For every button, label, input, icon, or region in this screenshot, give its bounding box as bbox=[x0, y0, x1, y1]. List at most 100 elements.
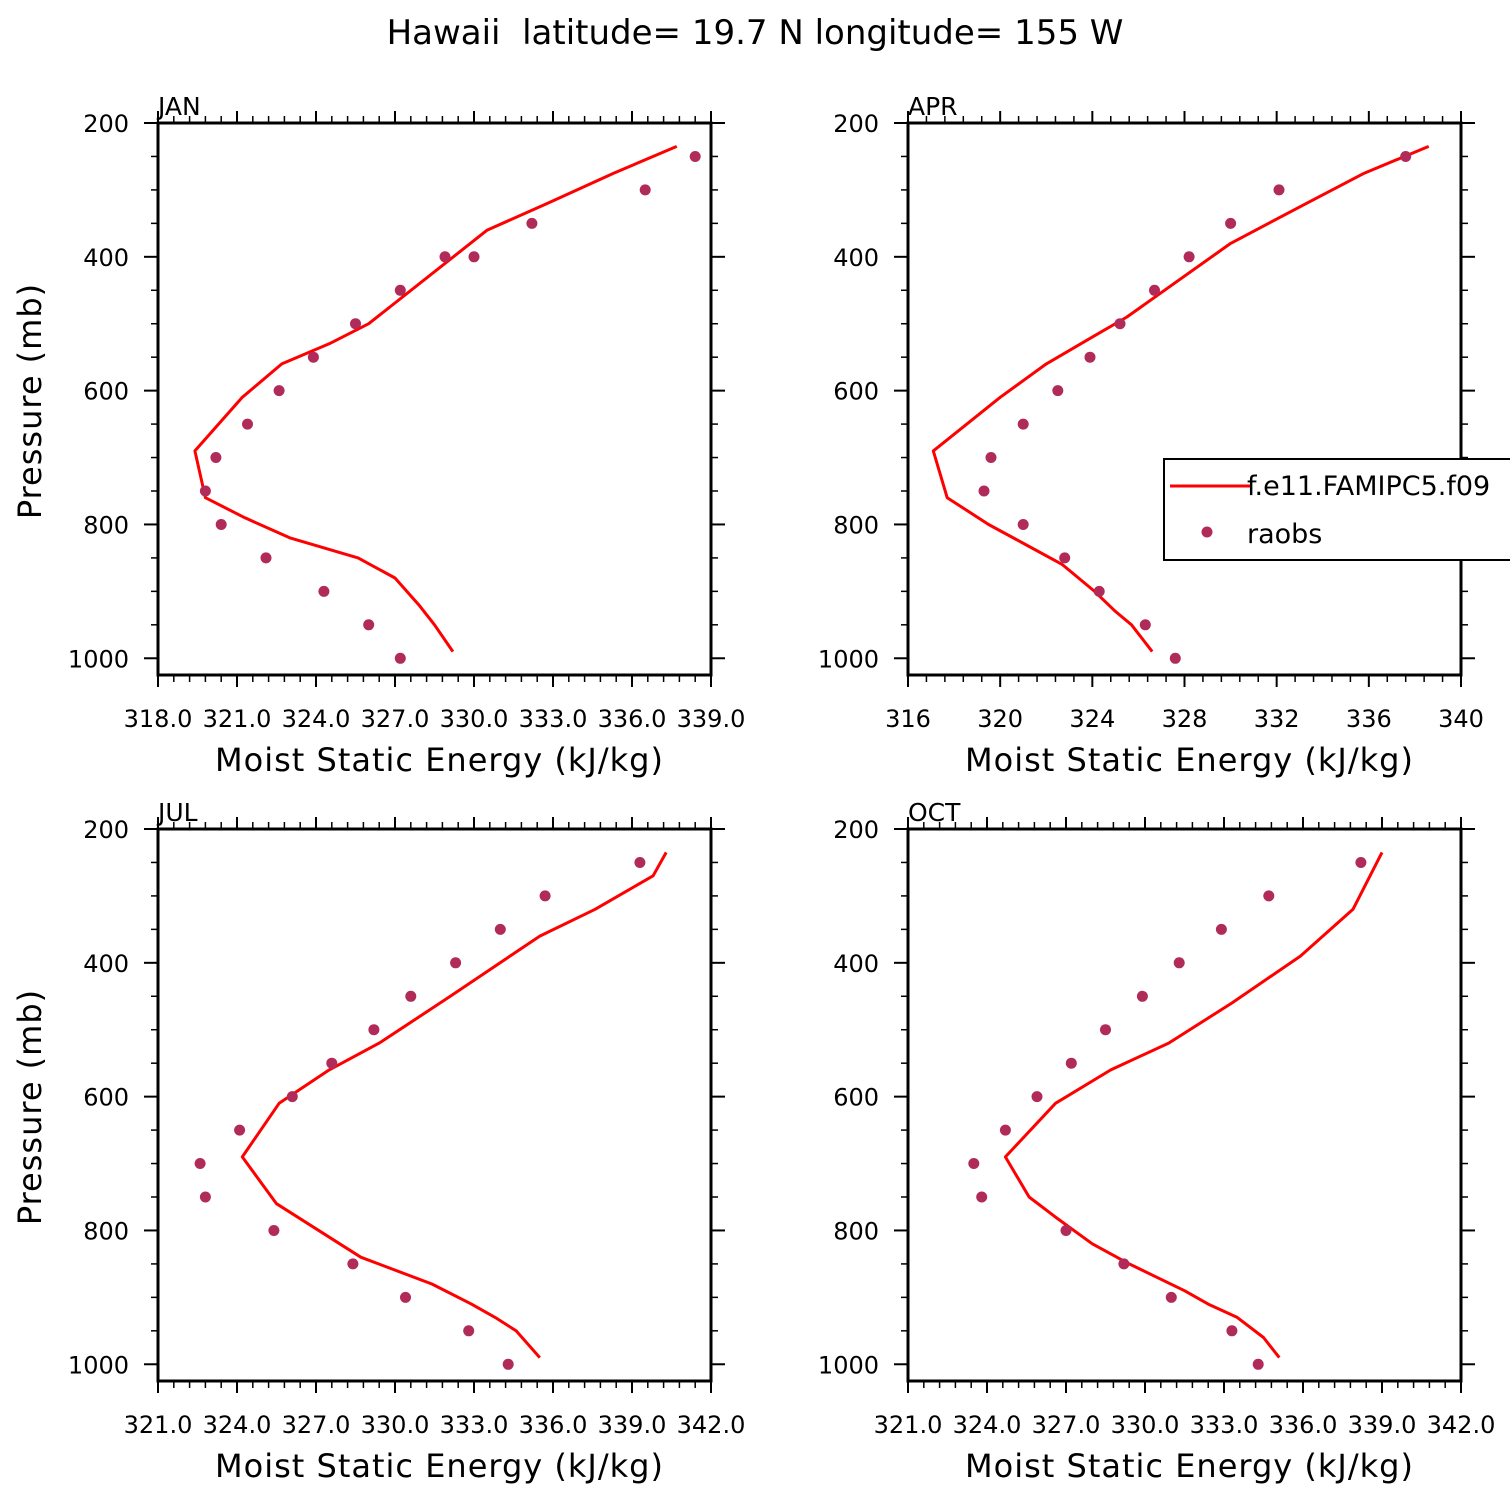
x-tick-label: 333.0 bbox=[519, 705, 588, 733]
raobs-point bbox=[199, 1191, 211, 1203]
y-tick-label: 1000 bbox=[68, 645, 129, 673]
y-tick-label: 600 bbox=[833, 1084, 879, 1112]
y-tick-label: 200 bbox=[83, 816, 129, 844]
raobs-point bbox=[526, 217, 538, 229]
raobs-point bbox=[1017, 519, 1029, 530]
raobs-point bbox=[1169, 652, 1181, 664]
raobs-point bbox=[1093, 585, 1105, 597]
raobs-point bbox=[347, 1258, 359, 1270]
x-tick-label: 327.0 bbox=[1032, 1411, 1101, 1439]
x-tick-label: 330.0 bbox=[361, 1411, 430, 1439]
raobs-point bbox=[1273, 184, 1285, 196]
model-profile-line bbox=[193, 145, 678, 653]
raobs-point bbox=[326, 1057, 338, 1069]
raobs-point bbox=[260, 552, 272, 564]
legend-model-label: f.e11.FAMIPC5.f09 bbox=[1247, 471, 1490, 502]
y-tick-label: 400 bbox=[833, 950, 879, 978]
panel-jan: JAN 318.0 321.0 324.0 327.0 330.0 333.0 336.0 33… bbox=[11, 92, 745, 779]
raobs-point bbox=[307, 351, 319, 363]
x-tick-label: 336 bbox=[1346, 705, 1392, 733]
raobs-point bbox=[1165, 1291, 1177, 1303]
model-profile-line bbox=[1003, 851, 1384, 1359]
y-tick-label: 600 bbox=[83, 1084, 129, 1112]
raobs-point bbox=[1139, 619, 1151, 631]
raobs-point bbox=[1149, 284, 1160, 296]
raobs-point bbox=[1114, 318, 1126, 330]
raobs-point bbox=[1100, 1024, 1111, 1036]
x-tick-label: 342.0 bbox=[677, 1411, 746, 1439]
raobs-point bbox=[639, 184, 651, 196]
y-tick-label: 800 bbox=[833, 511, 879, 539]
raobs-point bbox=[634, 857, 646, 868]
y-axis-label: Pressure (mb) bbox=[11, 989, 49, 1225]
x-tick-label: 339.0 bbox=[1348, 1411, 1417, 1439]
raobs-point bbox=[199, 485, 211, 497]
x-tick-label: 324 bbox=[1069, 705, 1115, 733]
raobs-point bbox=[463, 1325, 475, 1337]
x-tick-label: 321.0 bbox=[124, 1411, 193, 1439]
raobs-point bbox=[1118, 1258, 1130, 1270]
raobs-point bbox=[1065, 1057, 1077, 1069]
raobs-point bbox=[400, 1291, 411, 1303]
legend-box bbox=[1163, 458, 1510, 561]
raobs-point bbox=[286, 1091, 298, 1103]
x-tick-label: 327.0 bbox=[361, 705, 430, 733]
panel-label: APR bbox=[908, 92, 958, 121]
raobs-point bbox=[350, 318, 361, 330]
raobs-point bbox=[1226, 1325, 1238, 1337]
legend-obs-swatch bbox=[1201, 526, 1213, 538]
y-tick-label: 400 bbox=[83, 950, 129, 978]
legend-obs-label: raobs bbox=[1247, 519, 1322, 550]
figure-title: Hawaii latitude= 19.7 N longitude= 155 W bbox=[387, 13, 1124, 53]
raobs-point bbox=[318, 585, 330, 597]
raobs-point bbox=[234, 1124, 246, 1136]
y-tick-label: 600 bbox=[83, 378, 129, 406]
x-tick-label: 327.0 bbox=[282, 1411, 351, 1439]
raobs-point bbox=[210, 452, 222, 463]
x-tick-label: 328 bbox=[1162, 705, 1208, 733]
raobs-point bbox=[494, 923, 506, 935]
y-tick-label: 200 bbox=[83, 110, 129, 138]
raobs-point bbox=[215, 519, 227, 530]
plot-frame bbox=[906, 827, 1463, 1383]
panel-apr: APR 316 320 324 328 332 336 340 200 400 600 800 1000… bbox=[818, 92, 1484, 779]
panels: JAN 318.0 321.0 324.0 327.0 330.0 333.0 336.0 33… bbox=[11, 92, 1495, 1485]
x-axis-label: Moist Static Energy (kJ/kg) bbox=[965, 1447, 1414, 1485]
raobs-point bbox=[539, 890, 551, 902]
panel-label: OCT bbox=[908, 798, 961, 827]
x-tick-label: 320 bbox=[977, 705, 1023, 733]
legend: f.e11.FAMIPC5.f09 raobs bbox=[1163, 458, 1510, 561]
raobs-point bbox=[363, 619, 375, 631]
raobs-point bbox=[268, 1225, 280, 1236]
x-tick-label: 321.0 bbox=[874, 1411, 943, 1439]
x-tick-label: 340 bbox=[1438, 705, 1484, 733]
x-tick-label: 316 bbox=[885, 705, 931, 733]
raobs-point bbox=[368, 1024, 380, 1036]
x-axis-label: Moist Static Energy (kJ/kg) bbox=[215, 1447, 664, 1485]
x-tick-label: 336.0 bbox=[519, 1411, 588, 1439]
x-tick-label: 324.0 bbox=[203, 1411, 272, 1439]
model-profile-line bbox=[240, 851, 668, 1359]
raobs-point bbox=[1252, 1358, 1264, 1370]
y-tick-label: 800 bbox=[83, 1217, 129, 1245]
x-tick-label: 333.0 bbox=[1190, 1411, 1259, 1439]
raobs-point bbox=[999, 1124, 1011, 1136]
raobs-point bbox=[985, 452, 997, 463]
y-tick-label: 800 bbox=[833, 1217, 879, 1245]
raobs-point bbox=[502, 1358, 514, 1370]
raobs-point bbox=[1060, 1225, 1072, 1236]
x-tick-label: 324.0 bbox=[953, 1411, 1022, 1439]
raobs-point bbox=[1059, 552, 1071, 564]
x-axis-label: Moist Static Energy (kJ/kg) bbox=[215, 741, 664, 779]
raobs-point bbox=[394, 652, 406, 664]
y-tick-label: 1000 bbox=[818, 645, 879, 673]
x-tick-label: 332 bbox=[1254, 705, 1300, 733]
y-tick-label: 1000 bbox=[68, 1351, 129, 1379]
raobs-point bbox=[1031, 1091, 1043, 1103]
x-tick-label: 330.0 bbox=[440, 705, 509, 733]
y-tick-label: 200 bbox=[833, 816, 879, 844]
raobs-point bbox=[1052, 385, 1064, 397]
raobs-point bbox=[968, 1158, 980, 1169]
raobs-point bbox=[468, 251, 480, 263]
y-tick-label: 400 bbox=[83, 244, 129, 272]
